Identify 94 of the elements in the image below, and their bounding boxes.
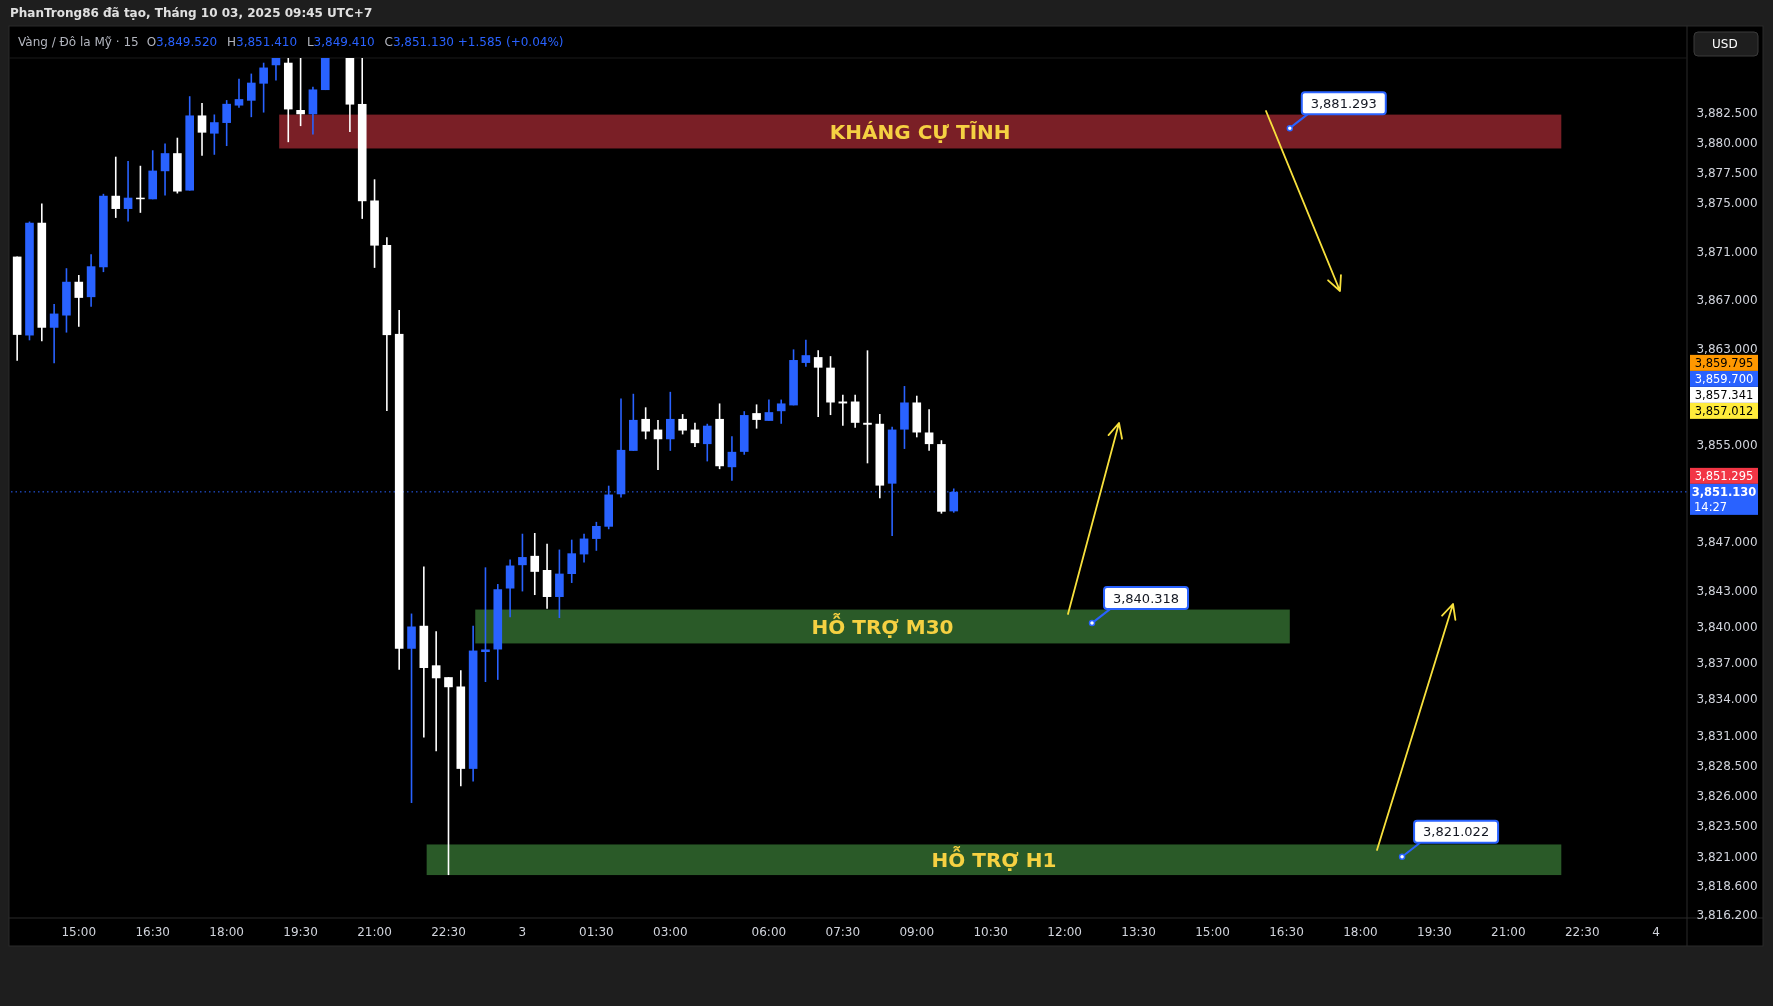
candlestick	[727, 435, 737, 482]
y-tick-label: 3,818.600	[1696, 878, 1758, 893]
y-tick-label: 3,828.500	[1696, 758, 1758, 773]
chart-subtitle: O3,849.520 H3,851.410 L3,849.410 C3,851.130 +1.585 (+0.04%)	[146, 35, 564, 49]
y-tick-label: 3,821.000	[1696, 849, 1758, 864]
candlestick	[481, 566, 490, 683]
x-tick-label: 03:00	[653, 925, 688, 940]
text: 3,857.341	[1694, 388, 1754, 403]
x-tick-label: 4	[1652, 925, 1661, 940]
candlestick	[505, 558, 515, 619]
x-tick-label: 22:30	[431, 925, 466, 940]
candlestick	[49, 303, 59, 364]
y-tick-label: 3,831.000	[1696, 728, 1758, 743]
candlestick	[752, 403, 761, 430]
y-axis-title: USD	[1712, 37, 1738, 52]
candlestick	[641, 406, 650, 441]
candlestick	[530, 532, 540, 596]
x-tick-label: 10:30	[973, 925, 1009, 940]
y-tick-label: 3,823.500	[1696, 819, 1758, 834]
x-tick-label: 09:00	[899, 925, 935, 940]
text: 3,857.012	[1694, 404, 1754, 419]
candlestick	[666, 391, 675, 452]
candlestick	[74, 274, 84, 328]
annotation: 3,821.022	[1422, 824, 1490, 840]
x-tick-label: 06:00	[751, 925, 787, 940]
x-tick-label: 13:30	[1121, 925, 1156, 940]
x-tick-label: 22:30	[1564, 925, 1600, 940]
candlestick	[813, 349, 823, 418]
candlestick	[863, 349, 872, 465]
candlestick	[123, 160, 133, 223]
chart-title: Vàng / Đô la Mỹ · 15	[18, 35, 139, 49]
x-tick-label: 3	[518, 925, 527, 940]
candlestick	[296, 58, 305, 127]
x-tick-label: 15:00	[1195, 925, 1230, 940]
candlestick	[197, 102, 207, 157]
candlestick	[247, 72, 256, 118]
band-label: HỖ TRỢ H1	[931, 844, 1057, 872]
x-tick-label: 01:30	[579, 925, 614, 940]
candlestick	[555, 548, 564, 619]
candlestick	[259, 61, 268, 114]
candlestick	[850, 393, 860, 429]
x-tick-label: 19:30	[283, 925, 318, 940]
band-label: KHÁNG CỰ TĨNH	[829, 119, 1011, 144]
y-tick-label: 3,880.000	[1696, 135, 1758, 150]
y-tick-label: 3,840.000	[1696, 619, 1758, 634]
candlestick	[567, 538, 577, 584]
y-tick-label: 3,847.000	[1696, 535, 1758, 550]
y-tick-label: 3,837.000	[1696, 656, 1758, 671]
y-tick-label: 3,882.500	[1696, 105, 1758, 120]
y-tick-label: 3,863.000	[1696, 341, 1758, 356]
text: 3,851.295	[1694, 469, 1754, 484]
y-tick-label: 3,816.200	[1696, 907, 1758, 922]
y-tick-label: 3,875.000	[1696, 196, 1758, 211]
y-tick-label: 3,855.000	[1696, 438, 1758, 453]
y-tick-label: 3,877.500	[1696, 166, 1758, 181]
y-tick-label: 3,834.000	[1696, 692, 1758, 707]
candlestick	[776, 398, 786, 425]
candlestick	[702, 422, 712, 463]
candlestick	[764, 398, 774, 422]
x-tick-label: 19:30	[1417, 925, 1452, 940]
x-tick-label: 07:30	[825, 925, 861, 940]
candlestick	[444, 676, 453, 876]
x-tick-label: 16:30	[1269, 925, 1304, 940]
annotation: 3,881.293	[1310, 95, 1377, 111]
candlestick	[801, 338, 811, 368]
annotation: 3,840.318	[1112, 590, 1180, 606]
text: 3,859.700	[1694, 372, 1754, 387]
ref-line-label: 3,851.130	[1691, 485, 1757, 500]
candlestick	[518, 532, 527, 593]
candlestick	[222, 99, 231, 147]
x-tick-label: 18:00	[1343, 925, 1378, 940]
candlestick	[592, 521, 601, 552]
y-tick-label: 3,843.000	[1696, 583, 1758, 598]
candlestick	[160, 142, 170, 197]
y-tick-label: 3,871.000	[1696, 244, 1758, 259]
x-tick-label: 16:30	[135, 925, 171, 940]
candlestick	[234, 78, 244, 109]
text: PhanTrong86 đã tạo, Tháng 10 03, 2025 09:45 UTC+7	[10, 6, 373, 20]
x-tick-label: 21:00	[357, 925, 392, 940]
candlestick	[431, 630, 441, 752]
candlestick	[210, 113, 219, 156]
y-tick-label: 3,867.000	[1696, 293, 1758, 308]
text: 14:27	[1694, 500, 1728, 515]
y-tick-label: 3,826.000	[1696, 789, 1758, 804]
candlestick	[924, 408, 934, 452]
x-tick-label: 12:00	[1047, 925, 1082, 940]
x-tick-label: 18:00	[209, 925, 244, 940]
band-label: HỖ TRỢ M30	[811, 611, 954, 639]
x-tick-label: 15:00	[61, 925, 97, 940]
candlestick	[111, 155, 121, 219]
candlestick	[678, 413, 687, 436]
text: 3,859.795	[1694, 356, 1754, 371]
x-tick-label: 21:00	[1491, 925, 1526, 940]
candlestick	[407, 612, 416, 804]
